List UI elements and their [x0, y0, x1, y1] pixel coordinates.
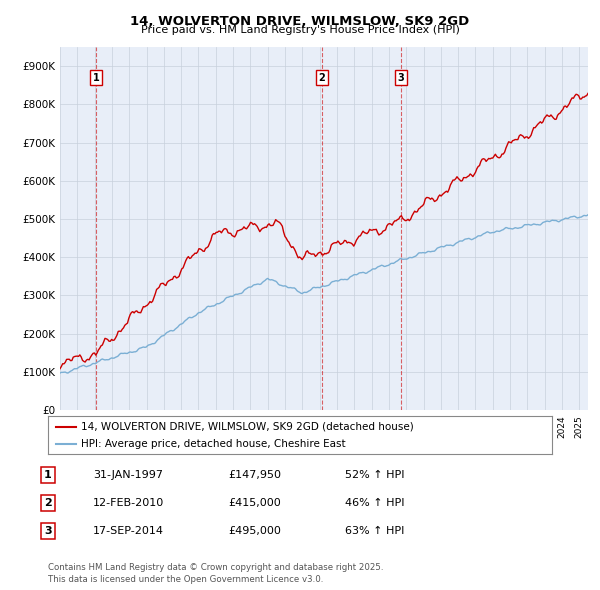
Text: 52% ↑ HPI: 52% ↑ HPI [345, 470, 404, 480]
Text: 31-JAN-1997: 31-JAN-1997 [93, 470, 163, 480]
Text: 46% ↑ HPI: 46% ↑ HPI [345, 498, 404, 507]
Text: £147,950: £147,950 [228, 470, 281, 480]
Text: 14, WOLVERTON DRIVE, WILMSLOW, SK9 2GD (detached house): 14, WOLVERTON DRIVE, WILMSLOW, SK9 2GD (… [81, 422, 413, 432]
Text: 63% ↑ HPI: 63% ↑ HPI [345, 526, 404, 536]
Text: HPI: Average price, detached house, Cheshire East: HPI: Average price, detached house, Ches… [81, 440, 346, 450]
Text: £415,000: £415,000 [228, 498, 281, 507]
Text: 3: 3 [44, 526, 52, 536]
Text: £495,000: £495,000 [228, 526, 281, 536]
Text: 2: 2 [319, 73, 325, 83]
Text: Price paid vs. HM Land Registry's House Price Index (HPI): Price paid vs. HM Land Registry's House … [140, 25, 460, 35]
Text: 17-SEP-2014: 17-SEP-2014 [93, 526, 164, 536]
Text: 14, WOLVERTON DRIVE, WILMSLOW, SK9 2GD: 14, WOLVERTON DRIVE, WILMSLOW, SK9 2GD [130, 15, 470, 28]
Text: 1: 1 [92, 73, 100, 83]
Text: 3: 3 [398, 73, 404, 83]
Text: Contains HM Land Registry data © Crown copyright and database right 2025.
This d: Contains HM Land Registry data © Crown c… [48, 563, 383, 584]
Text: 2: 2 [44, 498, 52, 507]
Text: 1: 1 [44, 470, 52, 480]
Text: 12-FEB-2010: 12-FEB-2010 [93, 498, 164, 507]
